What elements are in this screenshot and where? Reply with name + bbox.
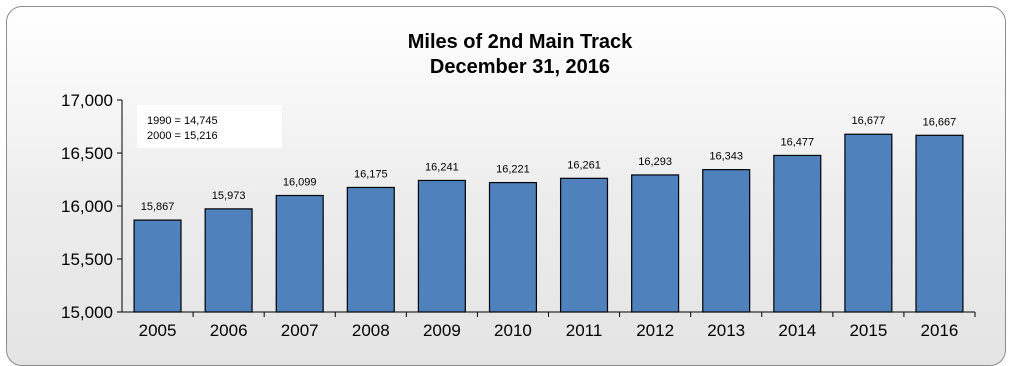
bar-2008 [346, 186, 395, 313]
data-label-2013: 16,343 [709, 151, 743, 163]
x-tick-label-2015: 2015 [849, 321, 887, 340]
bar-chart: Miles of 2nd Main Track December 31, 201… [61, 31, 976, 340]
data-label-2016: 16,667 [923, 116, 957, 128]
data-label-2012: 16,293 [638, 156, 672, 168]
data-label-2014: 16,477 [780, 136, 814, 148]
bar-2011 [559, 177, 609, 313]
bar-2013 [702, 169, 751, 313]
data-label-2009: 16,241 [425, 161, 459, 173]
x-tick-label-2013: 2013 [707, 321, 745, 340]
y-tick-labels: 15,000 15,500 16,000 16,500 17,000 [61, 91, 113, 322]
bar-2016 [915, 134, 964, 313]
annotation-box [137, 105, 282, 148]
x-tick-label-2014: 2014 [778, 321, 816, 340]
x-tick-label-2009: 2009 [423, 321, 461, 340]
x-tick-label-2011: 2011 [566, 321, 603, 340]
chart-subtitle: December 31, 2016 [430, 56, 610, 78]
data-label-2015: 16,677 [852, 115, 886, 127]
data-label-2011: 16,261 [567, 159, 601, 171]
data-label-2008: 16,175 [354, 168, 388, 180]
axes [117, 99, 976, 317]
data-labels: 15,867 15,973 16,099 16,175 16,241 16,221 16,2… [141, 115, 957, 213]
y-tick-label: 17,000 [61, 91, 113, 110]
data-label-2007: 16,099 [283, 177, 317, 189]
data-label-2005: 15,867 [141, 201, 175, 213]
y-tick-label: 16,500 [61, 144, 113, 163]
bar-2009 [417, 179, 466, 313]
data-label-2006: 15,973 [212, 190, 246, 202]
bars [133, 133, 964, 313]
x-tick-label-2016: 2016 [921, 321, 959, 340]
bar-2010 [488, 181, 538, 313]
bar-2005 [133, 219, 182, 313]
x-tick-label-2010: 2010 [494, 321, 532, 340]
y-tick-label: 15,500 [61, 250, 113, 269]
bar-2012 [631, 174, 680, 313]
bar-2015 [844, 133, 893, 313]
bar-2014 [773, 154, 822, 313]
x-tick-labels: 2005 2006 2007 2008 2009 2010 2011 2012 2013 2014… [139, 321, 959, 340]
annotation-line-2: 2000 = 15,216 [147, 130, 218, 142]
chart-title: Miles of 2nd Main Track [408, 31, 633, 53]
data-label-2010: 16,221 [496, 164, 530, 176]
bar-2006 [204, 208, 253, 313]
bar-2007 [275, 194, 324, 313]
y-tick-label: 15,000 [61, 303, 113, 322]
x-tick-label-2007: 2007 [281, 321, 319, 340]
x-tick-label-2008: 2008 [352, 321, 390, 340]
x-tick-label-2005: 2005 [139, 321, 177, 340]
x-tick-label-2012: 2012 [636, 321, 674, 340]
y-tick-label: 16,000 [61, 197, 113, 216]
annotation-line-1: 1990 = 14,745 [147, 115, 218, 127]
x-tick-label-2006: 2006 [210, 321, 248, 340]
